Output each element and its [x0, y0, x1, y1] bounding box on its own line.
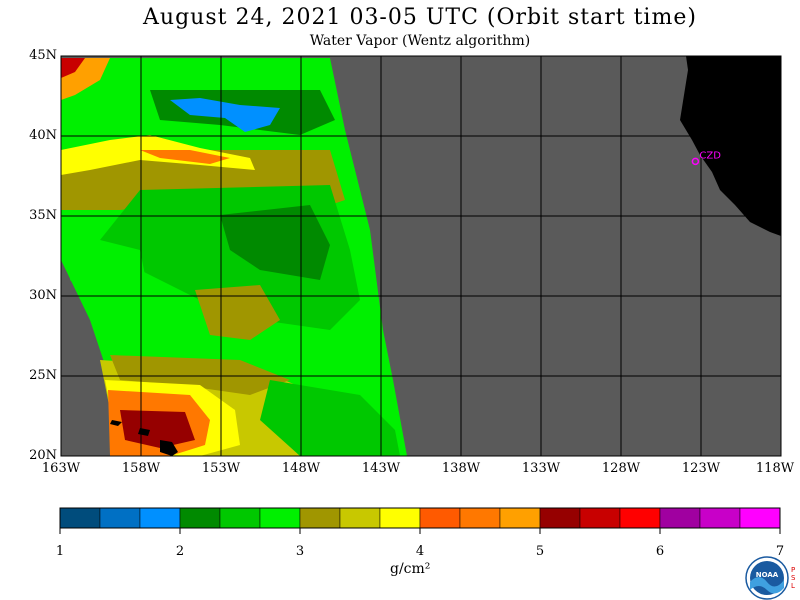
- colorbar-swatch: [459, 507, 501, 529]
- hawaii-big-island: [160, 440, 178, 456]
- colorbar-swatch: [379, 507, 421, 529]
- station-marker-circle: [691, 157, 700, 166]
- plot-frame: [60, 55, 782, 457]
- lon-label: 153W: [201, 461, 241, 476]
- colorbar-swatch: [539, 507, 581, 529]
- colorbar-tick-label: 1: [55, 544, 65, 559]
- swath-darkred-core: [120, 410, 195, 448]
- lat-label: 30N: [29, 288, 57, 303]
- colorbar-swatch: [419, 507, 461, 529]
- noaa-logo: NOAA: [745, 556, 789, 600]
- colorbar-swatch: [99, 507, 141, 529]
- colorbar-swatch: [219, 507, 261, 529]
- swath-northwest-band-orange: [140, 150, 230, 164]
- lat-label: 35N: [29, 208, 57, 223]
- colorbar-tick-label: 3: [295, 544, 305, 559]
- california-coast: [680, 56, 781, 236]
- lon-label: 118W: [755, 461, 795, 476]
- lat-label: 45N: [29, 48, 57, 63]
- swath-light-green-3: [70, 235, 150, 320]
- colorbar-swatch: [699, 507, 741, 529]
- lon-label: 128W: [601, 461, 641, 476]
- station-label: CZD: [699, 150, 721, 161]
- hawaii-oahu: [110, 420, 122, 426]
- colorbar-swatch: [739, 507, 781, 529]
- colorbar-swatch: [579, 507, 621, 529]
- colorbar-swatch: [179, 507, 221, 529]
- colorbar-swatch: [299, 507, 341, 529]
- swath-green-south: [260, 380, 400, 456]
- colorbar-swatch: [659, 507, 701, 529]
- lat-label: 40N: [29, 128, 57, 143]
- lon-label: 133W: [521, 461, 561, 476]
- station-czd-marker: CZD: [691, 150, 721, 166]
- lon-label: 123W: [681, 461, 721, 476]
- colorbar-swatch: [259, 507, 301, 529]
- swath-olive-2: [195, 285, 280, 340]
- swath-dry-pocket: [170, 98, 280, 132]
- land-mass: [110, 56, 781, 456]
- map-subtitle: Water Vapor (Wentz algorithm): [309, 33, 531, 49]
- colorbar-unit-label: g/cm²: [390, 561, 431, 577]
- colorbar: [59, 507, 781, 534]
- lon-label: 163W: [41, 461, 81, 476]
- colorbar-swatch: [59, 507, 101, 529]
- swath-olive-south: [110, 355, 290, 395]
- svg-text:NOAA: NOAA: [756, 571, 779, 579]
- colorbar-tick-label: 7: [775, 544, 785, 559]
- colorbar-swatch: [619, 507, 661, 529]
- lat-label: 20N: [29, 448, 57, 463]
- map-title: August 24, 2021 03-05 UTC (Orbit start t…: [143, 5, 697, 30]
- colorbar-tick-label: 4: [415, 544, 425, 559]
- colorbar-tick-label: 6: [655, 544, 665, 559]
- lat-label: 25N: [29, 368, 57, 383]
- colorbar-swatch: [139, 507, 181, 529]
- lon-label: 158W: [121, 461, 161, 476]
- colorbar-swatch: [499, 507, 541, 529]
- colorbar-tick-label: 5: [535, 544, 545, 559]
- lon-label: 138W: [441, 461, 481, 476]
- colorbar-tick-label: 2: [175, 544, 185, 559]
- swath-nw-corner-red: [61, 58, 85, 78]
- lon-label: 143W: [361, 461, 401, 476]
- swath-dark-green-2: [220, 205, 330, 280]
- satellite-swath: [61, 58, 407, 456]
- lon-label: 148W: [281, 461, 321, 476]
- colorbar-swatch: [339, 507, 381, 529]
